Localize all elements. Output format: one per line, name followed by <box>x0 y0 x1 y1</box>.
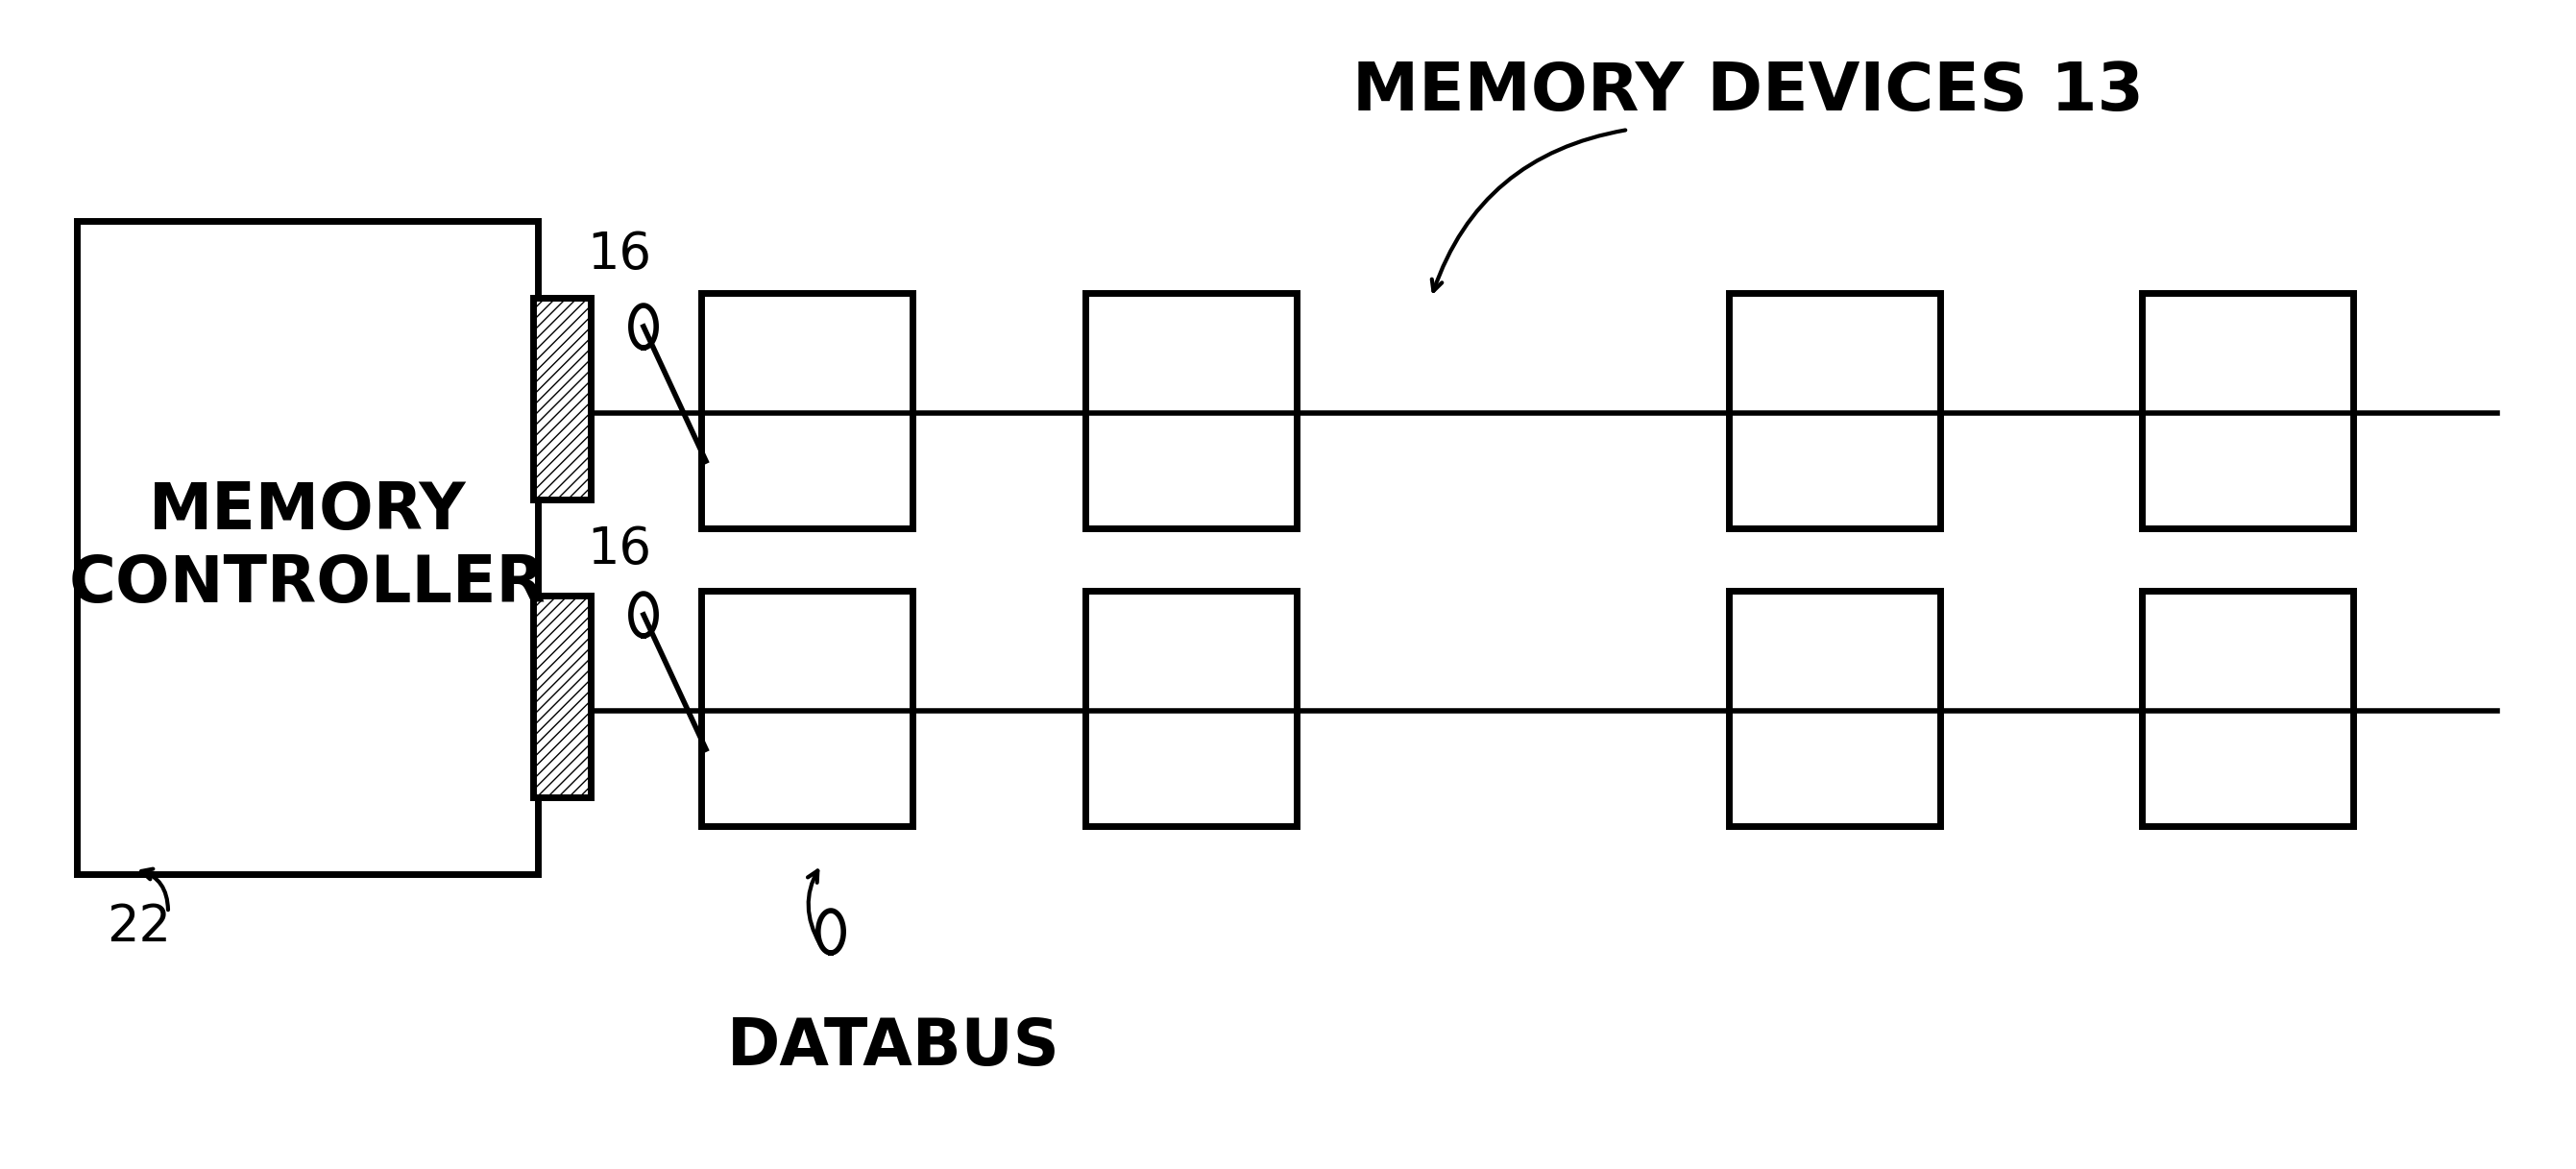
Bar <box>1728 590 1940 826</box>
Bar <box>701 590 912 826</box>
Bar <box>533 595 590 797</box>
Bar <box>701 293 912 528</box>
Bar <box>1084 590 1296 826</box>
Bar <box>1084 293 1296 528</box>
Text: 16: 16 <box>587 229 652 279</box>
Bar <box>2141 590 2352 826</box>
Bar <box>2141 293 2352 528</box>
Bar <box>1728 293 1940 528</box>
Text: MEMORY
CONTROLLER: MEMORY CONTROLLER <box>70 479 546 616</box>
Text: MEMORY DEVICES 13: MEMORY DEVICES 13 <box>1352 60 2143 124</box>
Text: DATABUS: DATABUS <box>726 1016 1059 1079</box>
Text: 16: 16 <box>587 525 652 574</box>
Text: 22: 22 <box>108 902 173 952</box>
Bar <box>533 298 590 499</box>
Bar <box>77 221 538 874</box>
